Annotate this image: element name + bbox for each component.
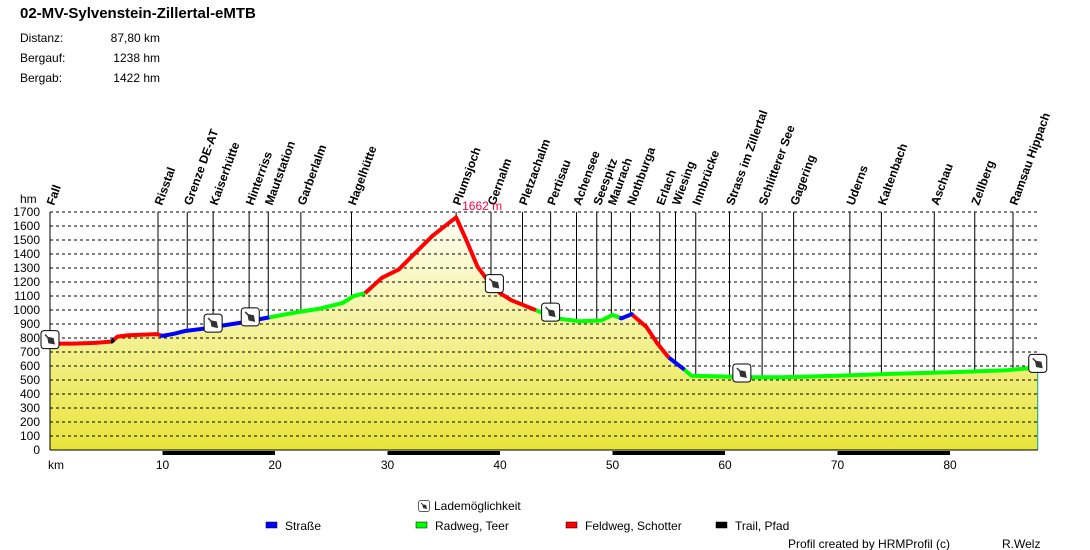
stat-label: Bergauf: (20, 51, 66, 65)
waypoint-label: Innbrücke (689, 148, 722, 207)
waypoint-label: Garberlalm (295, 143, 330, 207)
charging-legend-icon (418, 500, 430, 512)
x-scale-bar (387, 451, 500, 455)
y-tick-label: 1300 (13, 261, 40, 275)
y-tick-label: 800 (20, 331, 40, 345)
y-tick-label: 1500 (13, 233, 40, 247)
y-tick-label: 1200 (13, 275, 40, 289)
x-tick-label: 30 (381, 458, 395, 472)
stat-ascent: Bergauf: 1238 hm (20, 51, 160, 65)
x-tick-label: 80 (943, 458, 957, 472)
waypoint-label: Zellberg (968, 158, 997, 207)
legend-swatch (415, 521, 428, 529)
x-tick-label: 10 (156, 458, 170, 472)
legend-item-label: Feldweg, Schotter (585, 519, 682, 533)
y-tick-label: 700 (20, 345, 40, 359)
legend-charging-label: Lademöglichkeit (434, 499, 521, 513)
y-tick-label: 400 (20, 387, 40, 401)
y-tick-label: 300 (20, 401, 40, 415)
profile-area (50, 217, 1038, 450)
surface-segment (683, 365, 1038, 380)
y-tick-label: 1400 (13, 247, 40, 261)
y-tick-label: 500 (20, 373, 40, 387)
stat-label: Distanz: (20, 31, 64, 45)
waypoint-label: Fall (44, 183, 64, 207)
y-tick-label: 1700 (13, 205, 40, 219)
x-axis-label: km (48, 458, 64, 472)
x-scale-bar (162, 451, 275, 455)
charging-station-icon (240, 307, 260, 327)
charging-station-icon (40, 329, 60, 350)
y-tick-label: 600 (20, 359, 40, 373)
footer-credit: Profil created by HRMProfil (c) (788, 537, 950, 550)
x-scale-bar (837, 451, 950, 455)
surface-segment (363, 215, 537, 313)
y-tick-label: 1000 (13, 303, 40, 317)
waypoint-label: Plumsjoch (450, 145, 484, 207)
legend-swatch (265, 521, 278, 529)
surface-segment (631, 313, 671, 359)
x-tick-label: 50 (606, 458, 620, 472)
charging-station-icon (732, 363, 752, 383)
surface-segment (50, 339, 111, 346)
waypoint-label: Hagelhütte (345, 144, 379, 207)
legend-swatch (715, 521, 728, 529)
waypoint-label: Ramsau Hippach (1007, 111, 1053, 207)
y-tick-label: 1600 (13, 219, 40, 233)
charging-station-icon (484, 273, 505, 294)
legend-item-label: Trail, Pfad (735, 519, 789, 533)
legend-item-label: Straße (285, 519, 321, 533)
waypoint-label: Pertisau (544, 158, 573, 207)
stat-distance: Distanz: 87,80 km (20, 31, 160, 45)
x-scale-bar (612, 451, 725, 455)
y-tick-label: 1100 (14, 289, 40, 303)
surface-segment (667, 356, 686, 372)
legend-swatch (565, 521, 578, 529)
x-tick-label: 40 (493, 458, 507, 472)
x-tick-label: 20 (268, 458, 282, 472)
route-title: 02-MV-Sylvenstein-Zillertal-eMTB (20, 5, 256, 22)
stat-value: 1422 hm (113, 71, 160, 85)
y-axis-label: hm (20, 192, 37, 206)
surface-segment (112, 332, 161, 342)
waypoint-label: Uderns (844, 163, 871, 207)
stat-value: 1238 hm (113, 51, 160, 65)
charging-station-icon (1028, 353, 1048, 374)
y-tick-label: 100 (20, 429, 40, 443)
surface-segment (109, 338, 116, 344)
stat-label: Bergab: (20, 71, 63, 85)
stat-descent: Bergab: 1422 hm (20, 71, 160, 85)
waypoint-label: Kaltenbach (875, 141, 910, 207)
y-tick-label: 0 (33, 443, 40, 457)
charging-station-icon (203, 313, 223, 333)
charging-station-icon (540, 302, 561, 322)
max-elevation-label: 1662 m (462, 199, 502, 213)
x-tick-label: 70 (831, 458, 845, 472)
y-tick-label: 200 (20, 415, 40, 429)
legend-item-label: Radweg, Teer (435, 519, 509, 533)
surface-segment (269, 291, 366, 320)
y-tick-label: 900 (20, 317, 40, 331)
surface-segment (618, 312, 635, 321)
x-tick-label: 60 (718, 458, 732, 472)
waypoint-label: Risstal (152, 165, 179, 207)
stat-value: 87,80 km (110, 31, 160, 45)
footer-author: R.Welz (1002, 537, 1040, 550)
waypoint-label: Gagering (787, 153, 818, 207)
waypoint-label: Aschau (928, 161, 956, 207)
